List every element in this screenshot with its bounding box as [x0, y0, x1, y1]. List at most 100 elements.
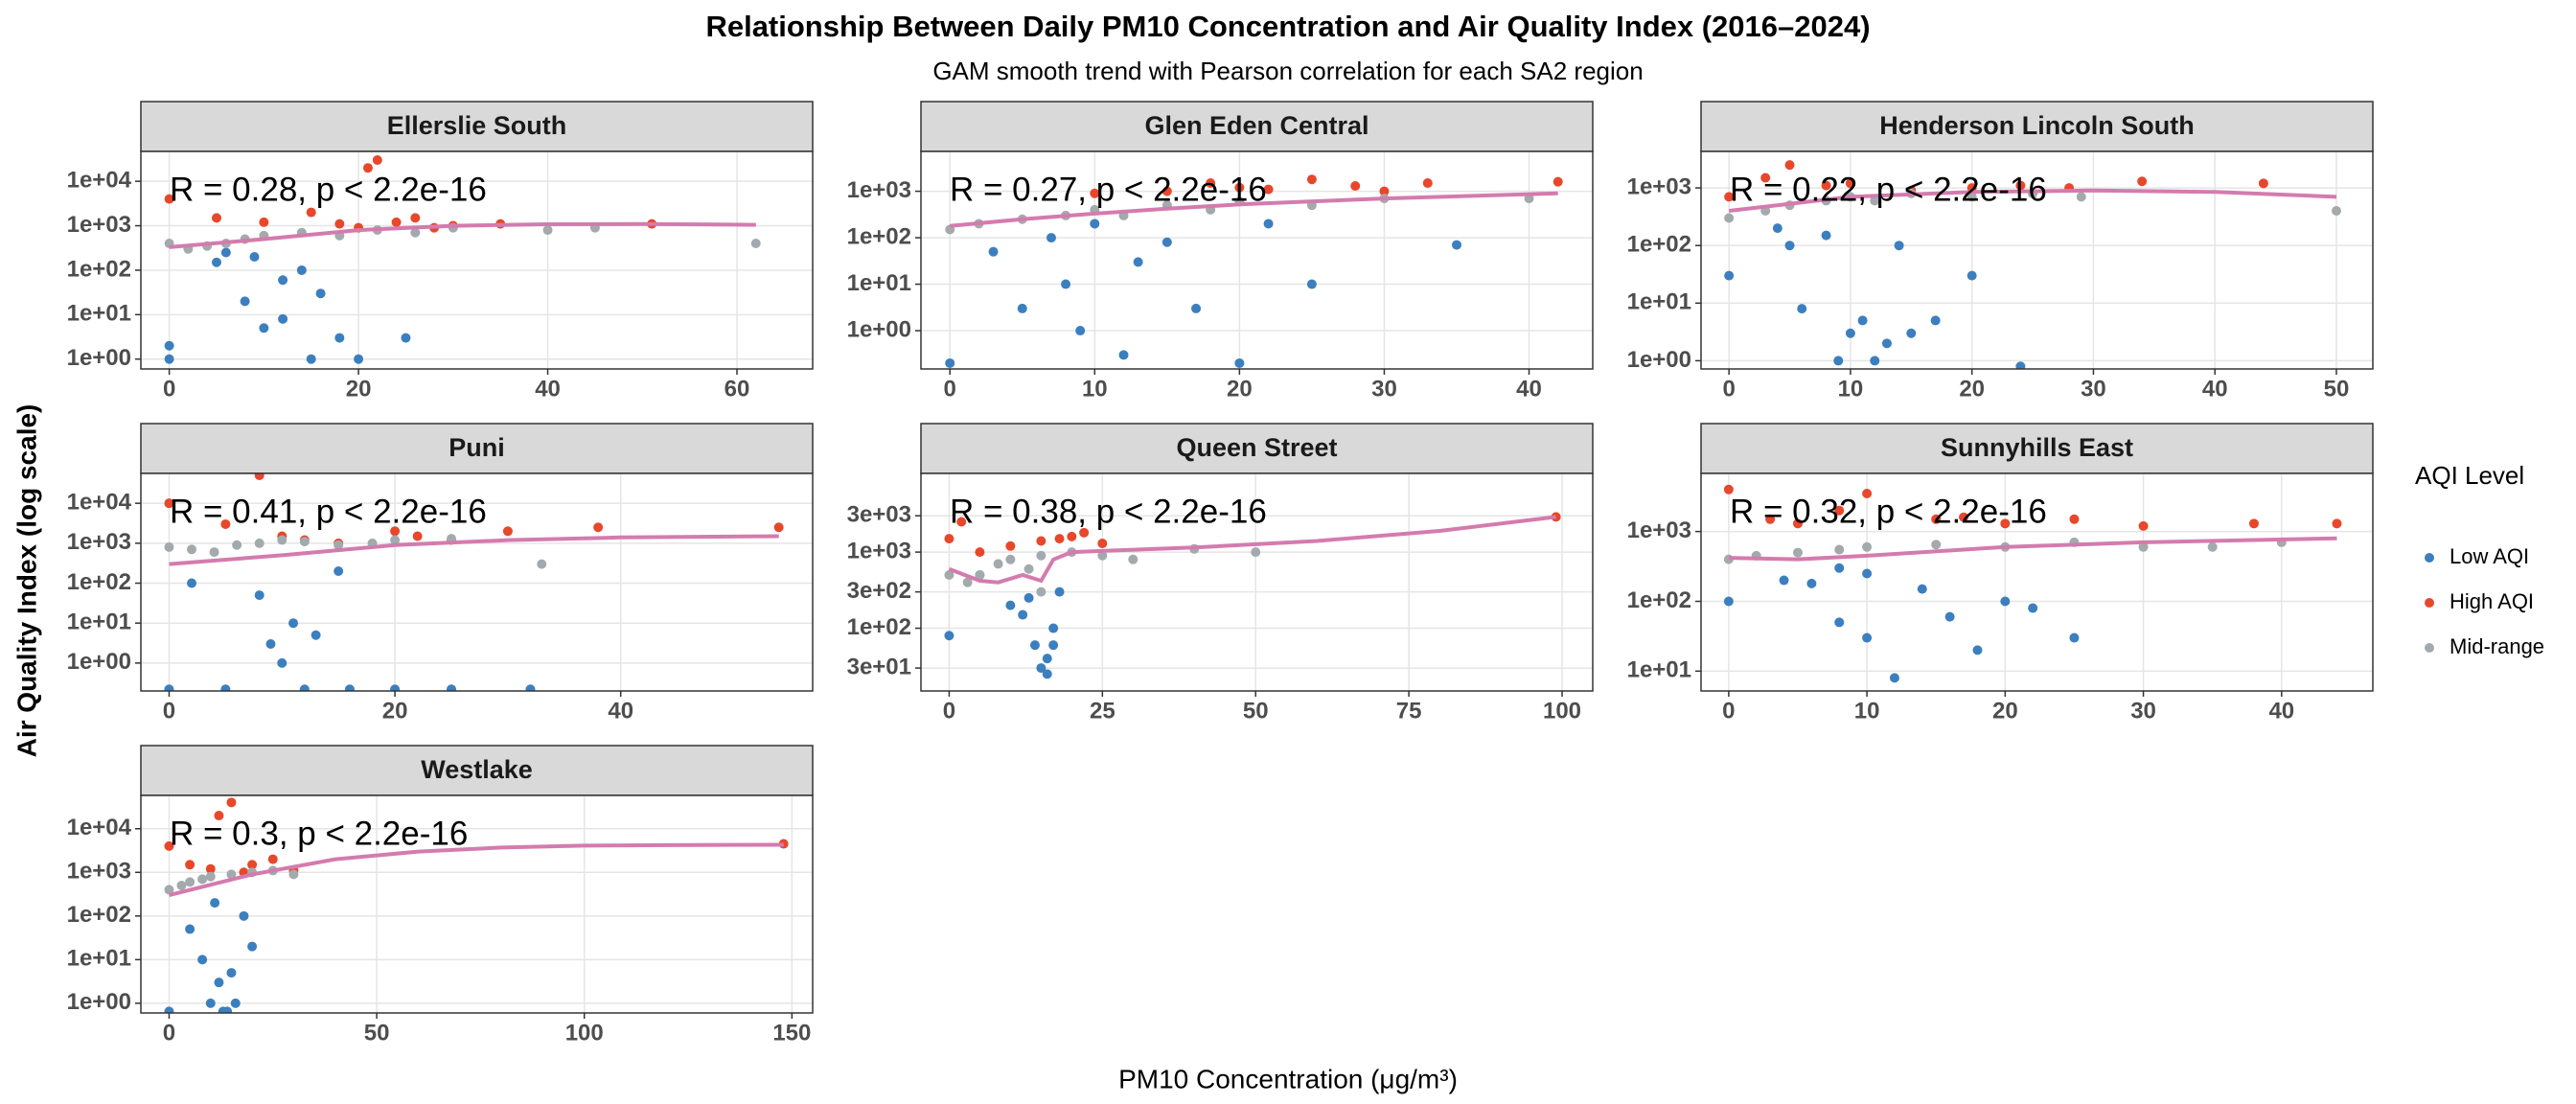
y-tick-label: 1e+01 — [67, 946, 131, 972]
x-tick-label: 0 — [163, 1020, 175, 1046]
data-point — [2138, 520, 2149, 531]
annotation: R = 0.22, p < 2.2e-16 — [1730, 171, 2047, 208]
y-tick-label: 1e+01 — [1627, 657, 1691, 683]
data-point — [2207, 541, 2218, 552]
data-point — [1784, 160, 1795, 171]
y-tick-label: 1e+03 — [1627, 518, 1691, 543]
data-point — [2000, 518, 2011, 529]
data-point — [1723, 596, 1734, 607]
data-point — [1552, 176, 1563, 187]
y-tick-label: 1e+02 — [1627, 587, 1691, 613]
data-point — [502, 526, 513, 537]
x-tick-label: 0 — [1722, 698, 1735, 724]
data-point — [1005, 540, 1016, 551]
data-point — [1054, 534, 1065, 544]
data-point — [299, 537, 310, 547]
data-point — [401, 333, 411, 343]
data-point — [410, 213, 421, 223]
data-point — [1054, 586, 1065, 597]
data-point — [278, 313, 288, 324]
smooth-line — [169, 221, 756, 249]
data-point — [975, 570, 985, 581]
y-tick-label: 1e+00 — [67, 649, 131, 675]
panel-strip — [1700, 423, 2374, 474]
data-point — [1881, 338, 1892, 349]
data-point — [1306, 174, 1317, 185]
smooth-line — [169, 842, 784, 898]
data-point — [1048, 640, 1059, 651]
data-point — [197, 874, 208, 885]
data-point — [1862, 489, 1873, 499]
data-point — [1118, 350, 1129, 360]
data-point — [197, 954, 208, 965]
data-point — [164, 684, 174, 691]
panel: Queen Street 0 25 50 75 100 3e+01 1e+02 3e+02 1e+… — [847, 423, 1594, 724]
y-tick-label: 1e+00 — [67, 989, 131, 1015]
panel-border — [140, 794, 814, 1014]
data-point — [1075, 326, 1086, 336]
annotation: R = 0.32, p < 2.2e-16 — [1730, 493, 2047, 530]
smooth-line — [169, 534, 779, 566]
data-point — [593, 522, 604, 533]
data-point — [525, 684, 536, 691]
data-point — [254, 473, 264, 481]
data-point — [1834, 617, 1845, 628]
data-point — [334, 540, 344, 550]
panel-border — [140, 472, 814, 692]
data-point — [1845, 328, 1855, 338]
data-point — [187, 544, 197, 555]
data-point — [1765, 514, 1776, 524]
y-tick-label: 1e+04 — [67, 490, 132, 516]
data-point — [2076, 192, 2086, 202]
x-tick-label: 0 — [943, 698, 955, 724]
x-tick-label: 40 — [535, 376, 561, 402]
data-point — [265, 638, 276, 649]
data-point — [446, 684, 456, 691]
y-tick-label: 1e+04 — [67, 815, 132, 840]
data-point — [988, 246, 999, 257]
data-point — [750, 239, 761, 249]
legend-label: Mid-range — [2450, 634, 2544, 658]
data-point — [391, 217, 402, 227]
panel-title: Ellerslie South — [387, 111, 567, 140]
data-point — [164, 541, 174, 552]
legend-marker — [2425, 643, 2434, 653]
data-point — [1251, 547, 1261, 558]
y-tick-label: 1e+02 — [847, 223, 911, 249]
data-point — [1036, 550, 1046, 561]
y-tick-label: 1e+01 — [1627, 289, 1691, 315]
data-point — [1931, 540, 1942, 550]
panel-title: Westlake — [421, 755, 533, 784]
data-point — [2258, 178, 2268, 189]
data-point — [1966, 192, 1977, 202]
y-tick-label: 1e+02 — [67, 569, 131, 595]
panel-strip — [140, 101, 814, 152]
data-point — [315, 288, 326, 299]
smooth-line — [1728, 188, 2337, 213]
panel: Westlake 0 50 100 150 1e+00 1e+01 1e+02 1e+03 1e+… — [67, 745, 814, 1046]
data-point — [2248, 518, 2259, 529]
x-tick-label: 20 — [1959, 376, 1985, 402]
panel-border — [1700, 150, 2374, 370]
data-point — [344, 684, 355, 691]
data-point — [254, 538, 264, 548]
data-point — [1821, 180, 1831, 191]
panel-strip — [920, 101, 1594, 152]
panel-title: Henderson Lincoln South — [1879, 111, 2195, 140]
panel: Ellerslie South 0 20 40 60 1e+00 1e+01 1e+02 1e+… — [67, 101, 814, 402]
data-point — [1760, 172, 1771, 183]
data-point — [1005, 554, 1016, 564]
plot-area — [141, 795, 813, 1013]
data-point — [296, 264, 307, 275]
data-point — [1090, 218, 1100, 229]
data-point — [164, 194, 174, 204]
data-point — [1067, 531, 1077, 541]
annotation: R = 0.27, p < 2.2e-16 — [950, 171, 1267, 208]
x-tick-label: 150 — [772, 1020, 811, 1046]
data-point — [944, 534, 954, 544]
data-point — [2028, 603, 2038, 613]
y-tick-label: 1e+00 — [1627, 347, 1691, 373]
data-point — [390, 684, 401, 691]
y-tick-label: 1e+03 — [847, 177, 911, 203]
panel: Sunnyhills East 0 10 20 30 40 1e+01 1e+02 1e+03 R… — [1627, 423, 2374, 724]
